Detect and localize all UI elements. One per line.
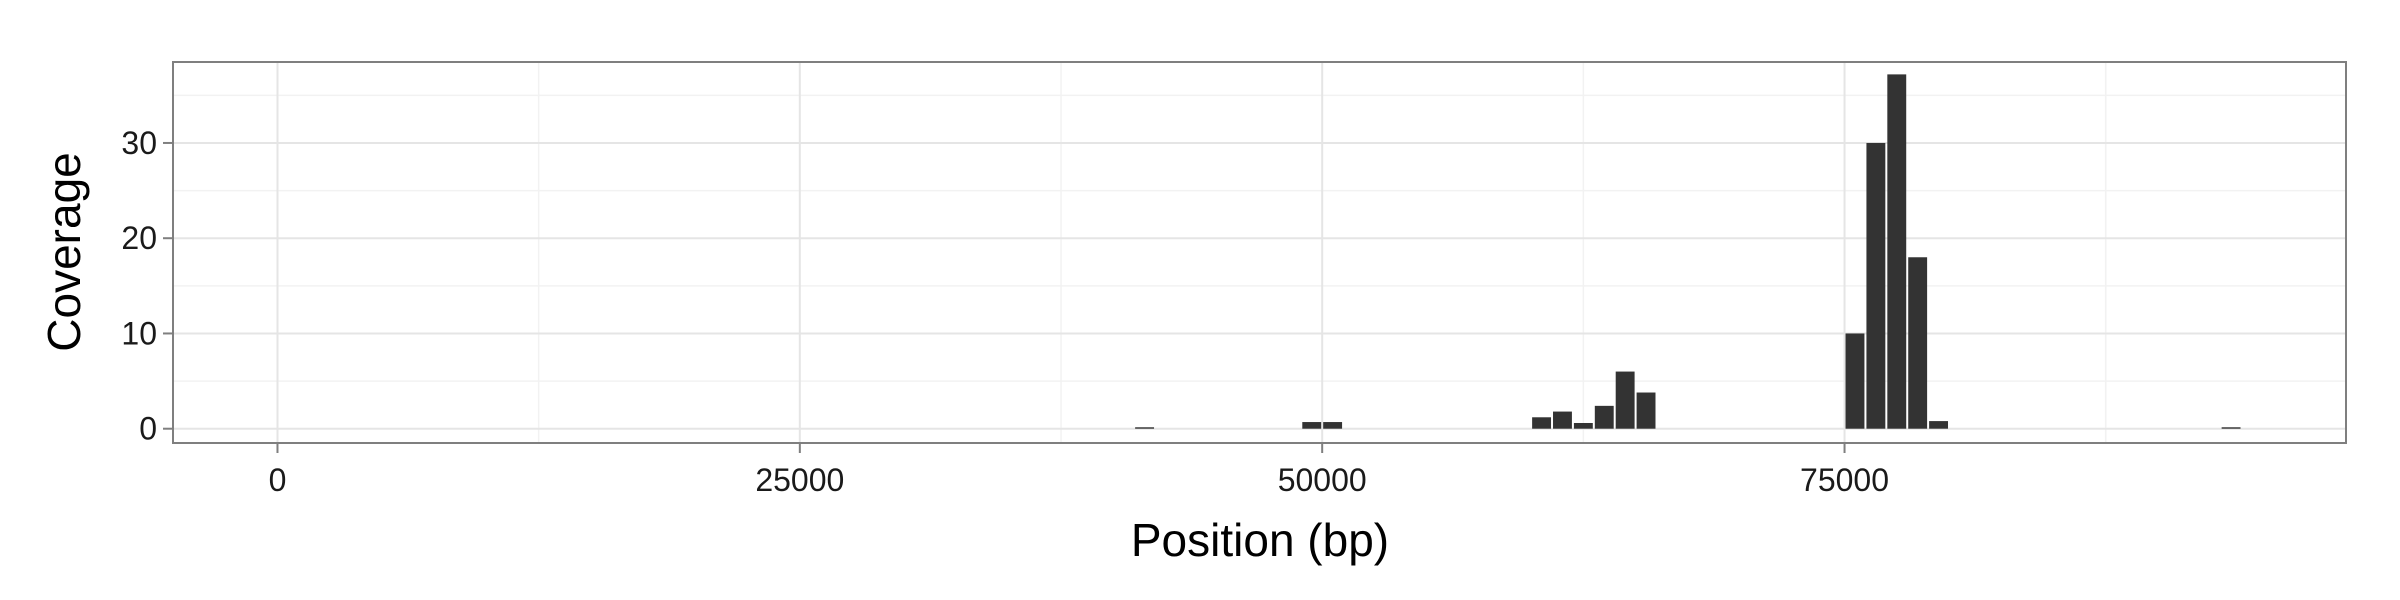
panel-border (172, 61, 2347, 444)
x-tick-label: 50000 (1278, 462, 1367, 498)
y-axis: 0 10 20 30 (121, 125, 173, 447)
y-tick-label: 30 (121, 125, 157, 161)
minor-gridlines (173, 62, 2346, 443)
bar (1532, 417, 1552, 429)
bar (1553, 411, 1572, 429)
bar (1887, 74, 1907, 429)
bars (1135, 74, 2241, 429)
x-tick-label: 25000 (755, 462, 844, 498)
x-axis: 0 25000 50000 75000 (269, 443, 1889, 498)
bar (1323, 422, 1343, 429)
major-gridlines (173, 62, 2346, 443)
y-tick-label: 20 (121, 220, 157, 256)
x-tick-label: 0 (269, 462, 287, 498)
bar (1615, 371, 1635, 429)
y-tick-label: 10 (121, 315, 157, 351)
bar (1908, 257, 1928, 429)
bar (1594, 405, 1614, 429)
y-axis-title: Coverage (38, 152, 90, 351)
bar (2221, 427, 2241, 429)
x-tick-label: 75000 (1800, 462, 1889, 498)
bar (1573, 422, 1593, 429)
bar (1636, 392, 1656, 429)
bar (1135, 427, 1155, 429)
bar (1845, 333, 1865, 429)
y-tick-label: 0 (139, 411, 157, 447)
bar (1866, 142, 1886, 429)
bar (1929, 421, 1949, 429)
bar (1302, 422, 1322, 429)
x-axis-title: Position (bp) (1131, 514, 1389, 566)
